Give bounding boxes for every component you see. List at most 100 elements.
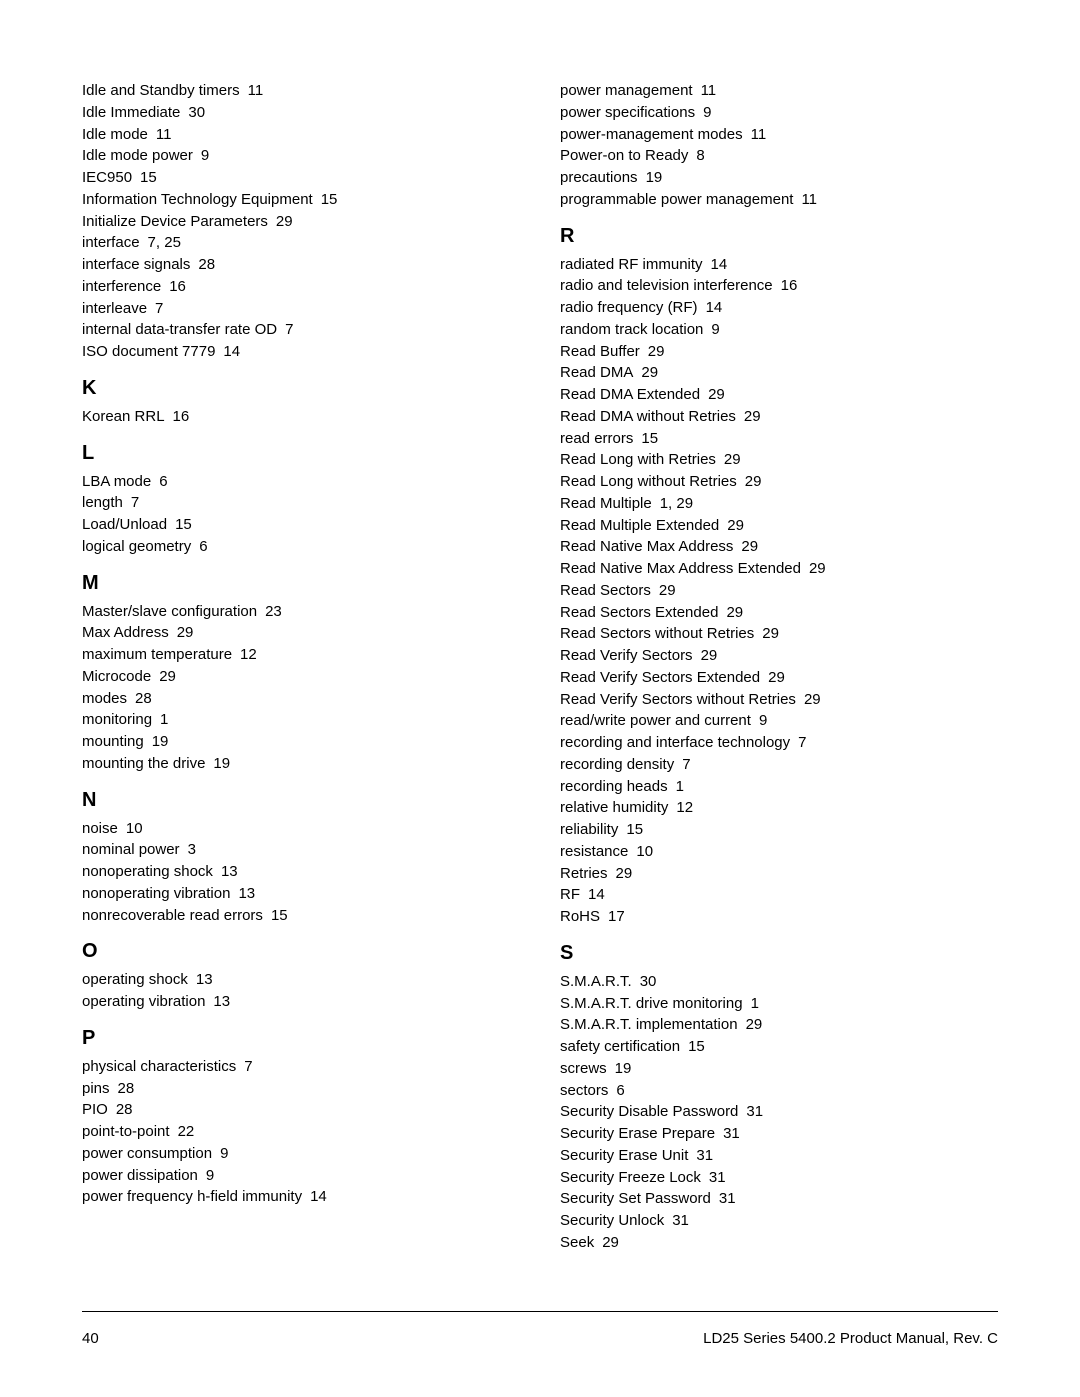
- index-pages: 31: [723, 1125, 740, 1142]
- index-term: Read DMA Extended: [560, 386, 700, 403]
- index-term: S.M.A.R.T. drive monitoring: [560, 995, 743, 1012]
- index-term: precautions: [560, 169, 638, 186]
- index-pages: 14: [223, 343, 240, 360]
- index-entry: Read Sectors without Retries29: [560, 623, 998, 645]
- index-term: relative humidity: [560, 799, 668, 816]
- index-term: interference: [82, 278, 161, 295]
- index-entry: Security Disable Password31: [560, 1101, 998, 1123]
- index-term: reliability: [560, 821, 618, 838]
- index-entry: Korean RRL16: [82, 406, 520, 428]
- index-entry: interference16: [82, 276, 520, 298]
- index-pages: 29: [804, 691, 821, 708]
- index-entry: recording density7: [560, 754, 998, 776]
- index-term: nominal power: [82, 841, 180, 858]
- index-term: maximum temperature: [82, 646, 232, 663]
- index-entry: mounting19: [82, 731, 520, 753]
- index-entry: Security Set Password31: [560, 1188, 998, 1210]
- index-pages: 7: [798, 734, 806, 751]
- index-pages: 16: [781, 277, 798, 294]
- index-pages: 7: [244, 1058, 252, 1075]
- index-pages: 14: [588, 886, 605, 903]
- index-pages: 15: [175, 516, 192, 533]
- index-pages: 7, 25: [148, 234, 181, 251]
- index-pages: 9: [703, 104, 711, 121]
- index-entry: Idle and Standby timers11: [82, 80, 520, 102]
- index-entry: RoHS17: [560, 906, 998, 928]
- index-pages: 3: [188, 841, 196, 858]
- index-term: Initialize Device Parameters: [82, 213, 268, 230]
- index-term: Max Address: [82, 624, 169, 641]
- index-columns: Idle and Standby timers11 Idle Immediate 3…: [82, 80, 998, 1254]
- index-pages: 29: [641, 364, 658, 381]
- footer-row: 40 LD25 Series 5400.2 Product Manual, Re…: [82, 1330, 998, 1347]
- index-entry: power-management modes11: [560, 124, 998, 146]
- index-entry: S.M.A.R.T. drive monitoring1: [560, 993, 998, 1015]
- index-pages: 15: [641, 430, 658, 447]
- index-term: Idle Immediate: [82, 104, 180, 121]
- index-entry: mounting the drive19: [82, 753, 520, 775]
- index-term: nonoperating vibration: [82, 885, 230, 902]
- index-term: point-to-point: [82, 1123, 170, 1140]
- index-entry: monitoring1: [82, 709, 520, 731]
- index-pages: 28: [116, 1101, 133, 1118]
- index-term: Microcode: [82, 668, 151, 685]
- index-pages: 10: [636, 843, 653, 860]
- index-pages: 15: [688, 1038, 705, 1055]
- index-term: operating shock: [82, 971, 188, 988]
- index-entry: power consumption9: [82, 1143, 520, 1165]
- index-pages: 14: [706, 299, 723, 316]
- index-pages: 30: [188, 104, 205, 121]
- index-term: power specifications: [560, 104, 695, 121]
- index-term: Load/Unload: [82, 516, 167, 533]
- index-term: internal data-transfer rate OD: [82, 321, 277, 338]
- index-entry: Read Verify Sectors without Retries29: [560, 689, 998, 711]
- index-entry: Load/Unload 15: [82, 514, 520, 536]
- index-entry: Idle Immediate 30: [82, 102, 520, 124]
- index-pages: 19: [646, 169, 663, 186]
- index-term: S.M.A.R.T. implementation: [560, 1016, 738, 1033]
- index-pages: 15: [140, 169, 157, 186]
- index-entry: Read DMA without Retries29: [560, 406, 998, 428]
- index-pages: 1: [160, 711, 168, 728]
- index-entry: Seek29: [560, 1232, 998, 1254]
- index-pages: 29: [726, 604, 743, 621]
- index-entry: logical geometry6: [82, 536, 520, 558]
- index-term: mounting the drive: [82, 755, 205, 772]
- index-term: Security Set Password: [560, 1190, 711, 1207]
- index-term: ISO document 7779: [82, 343, 215, 360]
- index-letter: S: [560, 942, 998, 965]
- index-term: nonrecoverable read errors: [82, 907, 263, 924]
- index-pages: 29: [159, 668, 176, 685]
- index-entry: interface signals28: [82, 254, 520, 276]
- index-term: Read Verify Sectors Extended: [560, 669, 760, 686]
- index-term: noise: [82, 820, 118, 837]
- index-entry: precautions 19: [560, 167, 998, 189]
- index-term: Security Unlock: [560, 1212, 664, 1229]
- index-term: mounting: [82, 733, 144, 750]
- index-entry: length7: [82, 492, 520, 514]
- index-pages: 16: [173, 408, 190, 425]
- index-entry: reliability 15: [560, 819, 998, 841]
- index-entry: Idle mode power9: [82, 145, 520, 167]
- index-term: safety certification: [560, 1038, 680, 1055]
- index-pages: 31: [672, 1212, 689, 1229]
- index-pages: 9: [206, 1167, 214, 1184]
- index-term: recording and interface technology: [560, 734, 790, 751]
- index-pages: 15: [626, 821, 643, 838]
- index-entry: resistance10: [560, 841, 998, 863]
- index-term: Security Disable Password: [560, 1103, 738, 1120]
- index-entry: nonrecoverable read errors15: [82, 905, 520, 927]
- index-term: S.M.A.R.T.: [560, 973, 632, 990]
- index-pages: 11: [156, 126, 172, 143]
- index-entry: nonoperating vibration13: [82, 883, 520, 905]
- index-pages: 6: [616, 1082, 624, 1099]
- index-entry: operating shock13: [82, 969, 520, 991]
- index-entry: Read DMA29: [560, 362, 998, 384]
- page-number: 40: [82, 1330, 99, 1347]
- index-term: PIO: [82, 1101, 108, 1118]
- index-letter: N: [82, 789, 520, 812]
- index-term: Read Sectors Extended: [560, 604, 718, 621]
- index-pages: 7: [155, 300, 163, 317]
- index-entry: read/write power and current9: [560, 710, 998, 732]
- index-entry: power dissipation9: [82, 1165, 520, 1187]
